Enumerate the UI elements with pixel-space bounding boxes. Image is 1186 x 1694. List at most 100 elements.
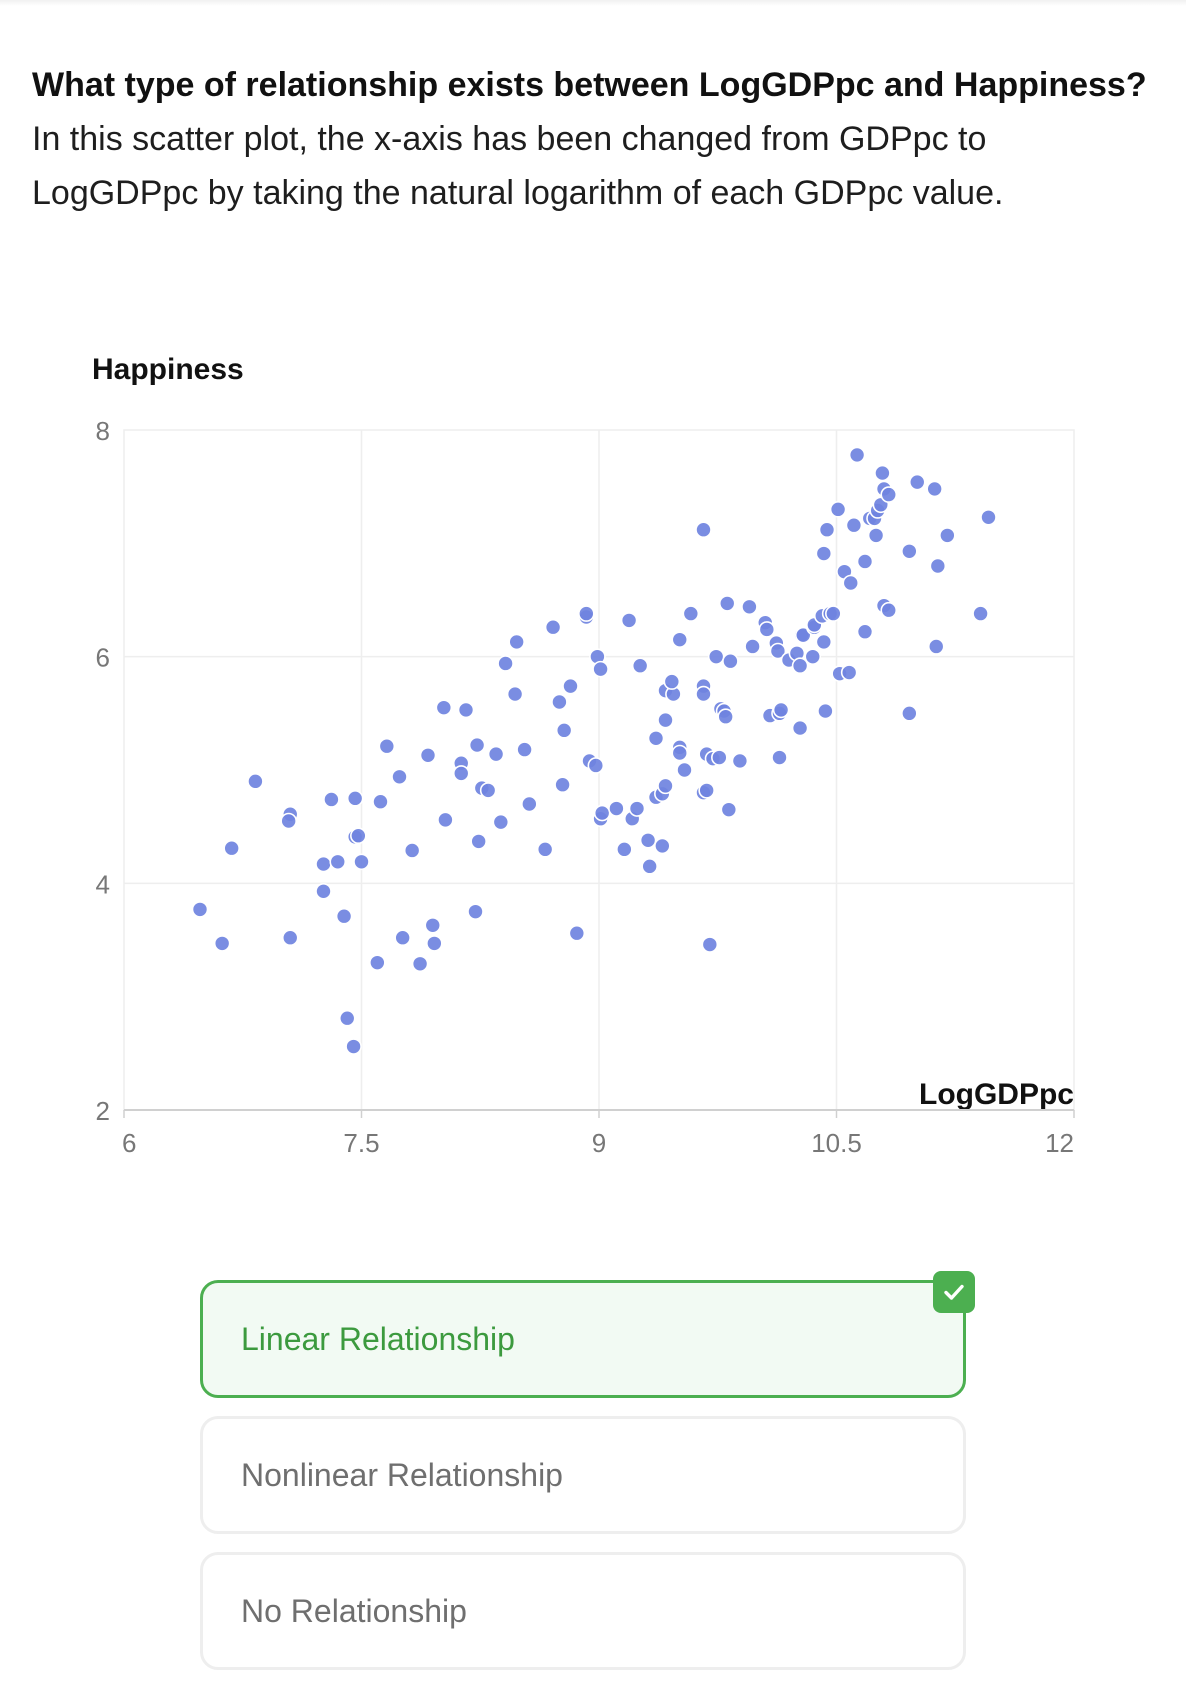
scatter-point bbox=[628, 800, 646, 817]
scatter-point bbox=[671, 631, 689, 648]
scatter-point bbox=[315, 855, 332, 873]
scatter-point bbox=[825, 605, 842, 622]
scatter-point bbox=[741, 598, 758, 616]
scatter-point bbox=[487, 745, 505, 763]
scatter-point bbox=[671, 744, 689, 762]
scatter-point bbox=[315, 882, 332, 900]
scatter-point bbox=[718, 595, 736, 612]
scatter-point bbox=[578, 605, 595, 622]
scatter-point bbox=[551, 693, 568, 711]
scatter-point bbox=[411, 955, 429, 973]
scatter-point bbox=[695, 521, 712, 539]
scatter-point bbox=[926, 480, 943, 498]
scatter-point bbox=[592, 660, 609, 678]
scatter-point bbox=[516, 741, 533, 758]
scatter-point bbox=[818, 521, 836, 539]
scatter-point bbox=[874, 464, 891, 482]
scatter-point bbox=[346, 790, 364, 807]
scatter-point bbox=[840, 664, 858, 681]
scatter-point bbox=[335, 907, 353, 925]
scatter-point bbox=[554, 776, 571, 794]
scatter-point bbox=[223, 839, 240, 857]
scatter-point bbox=[701, 936, 719, 953]
scatter-point bbox=[426, 935, 443, 952]
scatter-point bbox=[927, 638, 945, 655]
scatter-point bbox=[682, 605, 700, 622]
scatter-point bbox=[323, 791, 340, 808]
choice-no-relationship[interactable]: No Relationship bbox=[200, 1552, 966, 1670]
scatter-point bbox=[353, 853, 370, 871]
question-body: In this scatter plot, the x-axis has bee… bbox=[32, 120, 1004, 212]
scatter-point bbox=[608, 800, 625, 817]
scatter-point bbox=[848, 446, 866, 464]
scatter-point bbox=[845, 516, 863, 534]
scatter-point bbox=[391, 768, 408, 786]
scatter-point bbox=[435, 699, 453, 716]
scatter-point bbox=[419, 746, 437, 764]
scatter-point bbox=[369, 954, 386, 971]
scatter-point bbox=[815, 545, 833, 562]
scatter-point bbox=[717, 708, 734, 726]
x-tick-label: 6 bbox=[122, 1128, 136, 1158]
scatter-point bbox=[191, 901, 209, 918]
scatter-point bbox=[771, 749, 788, 766]
scatter-point bbox=[457, 701, 475, 719]
scatter-point bbox=[856, 553, 874, 570]
scatter-point bbox=[939, 527, 956, 544]
scatter-point bbox=[657, 777, 674, 795]
choice-label: No Relationship bbox=[241, 1592, 467, 1629]
scatter-point bbox=[521, 795, 538, 813]
scatter-point bbox=[639, 831, 657, 849]
scatter-point bbox=[497, 655, 514, 672]
scatter-point bbox=[631, 657, 649, 675]
scatter-point bbox=[842, 574, 860, 592]
scatter-point bbox=[544, 618, 562, 636]
scatter-point bbox=[817, 702, 834, 720]
y-tick-label: 8 bbox=[96, 416, 110, 446]
scatter-point bbox=[338, 1009, 356, 1027]
scatter-point bbox=[791, 657, 809, 675]
scatter-point bbox=[470, 833, 487, 850]
scatter-point bbox=[329, 853, 347, 871]
scatter-point bbox=[647, 729, 665, 747]
scatter-point bbox=[562, 677, 579, 695]
scatter-point bbox=[281, 929, 299, 947]
scatter-point bbox=[280, 812, 297, 830]
scatter-point bbox=[908, 473, 926, 491]
scatter-point bbox=[867, 527, 885, 544]
scatter-point bbox=[394, 929, 411, 947]
scatter-point bbox=[616, 841, 633, 858]
scatter-point bbox=[901, 542, 918, 560]
x-axis-title: LogGDPpc bbox=[919, 1078, 1074, 1111]
scatter-point bbox=[437, 811, 454, 829]
scatter-point bbox=[213, 935, 231, 952]
choice-linear-relationship[interactable]: Linear Relationship bbox=[200, 1271, 975, 1398]
scatter-point bbox=[880, 486, 898, 503]
scatter-point bbox=[468, 736, 486, 754]
scatter-point bbox=[972, 605, 989, 622]
scatter-point bbox=[698, 782, 715, 799]
scatter-point bbox=[829, 501, 847, 518]
scatter-point bbox=[744, 638, 761, 655]
choice-nonlinear-relationship[interactable]: Nonlinear Relationship bbox=[200, 1416, 966, 1534]
scatter-point bbox=[731, 752, 749, 770]
scatter-point bbox=[654, 837, 671, 855]
scatter-point bbox=[720, 801, 738, 818]
x-tick-label: 10.5 bbox=[811, 1128, 862, 1158]
scatter-point bbox=[467, 903, 484, 920]
scatter-point bbox=[929, 557, 947, 575]
scatter-point bbox=[815, 633, 833, 651]
top-divider bbox=[0, 0, 1186, 6]
scatter-point bbox=[620, 612, 638, 629]
scatter-point bbox=[901, 705, 918, 722]
chart-points bbox=[191, 446, 997, 1055]
scatter-point bbox=[593, 804, 611, 822]
chart-ticks: 6 7.5 9 10.5 12 8 6 4 2 bbox=[96, 416, 1075, 1158]
scatter-point bbox=[722, 652, 739, 670]
question-bold: What type of relationship exists between… bbox=[32, 66, 1147, 104]
x-tick-label: 7.5 bbox=[343, 1128, 379, 1158]
scatter-point bbox=[555, 722, 573, 739]
question-text: What type of relationship exists between… bbox=[32, 58, 1152, 220]
scatter-point bbox=[676, 761, 693, 779]
scatter-point bbox=[758, 621, 776, 638]
